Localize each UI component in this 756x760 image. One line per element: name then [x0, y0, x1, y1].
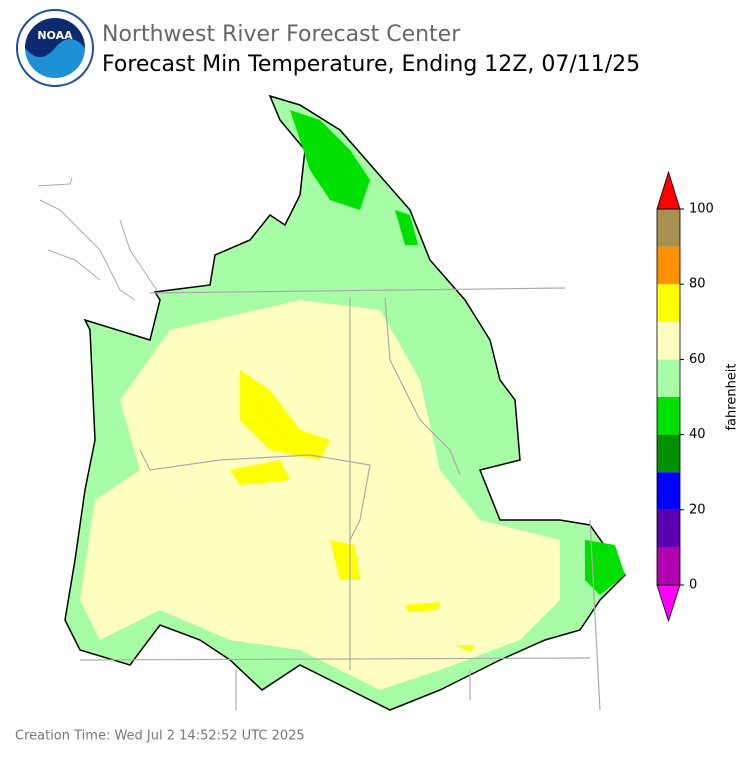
coastline [37, 177, 159, 301]
colorbar-segment [657, 246, 680, 285]
colorbar-tick-label: 80 [689, 277, 706, 292]
map-title: Forecast Min Temperature, Ending 12Z, 07… [102, 52, 640, 77]
colorbar-segment [657, 284, 680, 322]
colorbar-tick-label: 60 [689, 352, 706, 367]
colorbar-segment [657, 434, 680, 473]
colorbar-tick-label: 40 [689, 427, 706, 442]
colorbar-tick-label: 20 [689, 502, 706, 517]
colorbar-segment [657, 547, 680, 585]
state-borders [79, 287, 601, 711]
colorbar-segment [657, 509, 680, 548]
colorbar-segment [657, 209, 680, 247]
noaa-logo: NOAA [16, 9, 94, 87]
colorbar-tick-label: 0 [689, 578, 697, 593]
colorbar-segment [657, 472, 680, 510]
map [37, 94, 626, 711]
creation-time: Creation Time: Wed Jul 2 14:52:52 UTC 20… [15, 729, 305, 744]
hot-zone [230, 370, 475, 652]
colorbar-tick-label: 100 [689, 202, 714, 217]
colorbar-segment [657, 321, 680, 360]
logo-text: NOAA [37, 29, 73, 42]
colorbar-frame [656, 208, 681, 586]
agency-name: Northwest River Forecast Center [102, 22, 461, 47]
colorbar: 0 20 40 60 80 100 [656, 170, 714, 623]
colorbar-segment [657, 359, 680, 397]
colorbar-segment [657, 397, 680, 435]
warm-zone [80, 300, 560, 690]
colorbar-label: fahrenheit [725, 363, 740, 430]
